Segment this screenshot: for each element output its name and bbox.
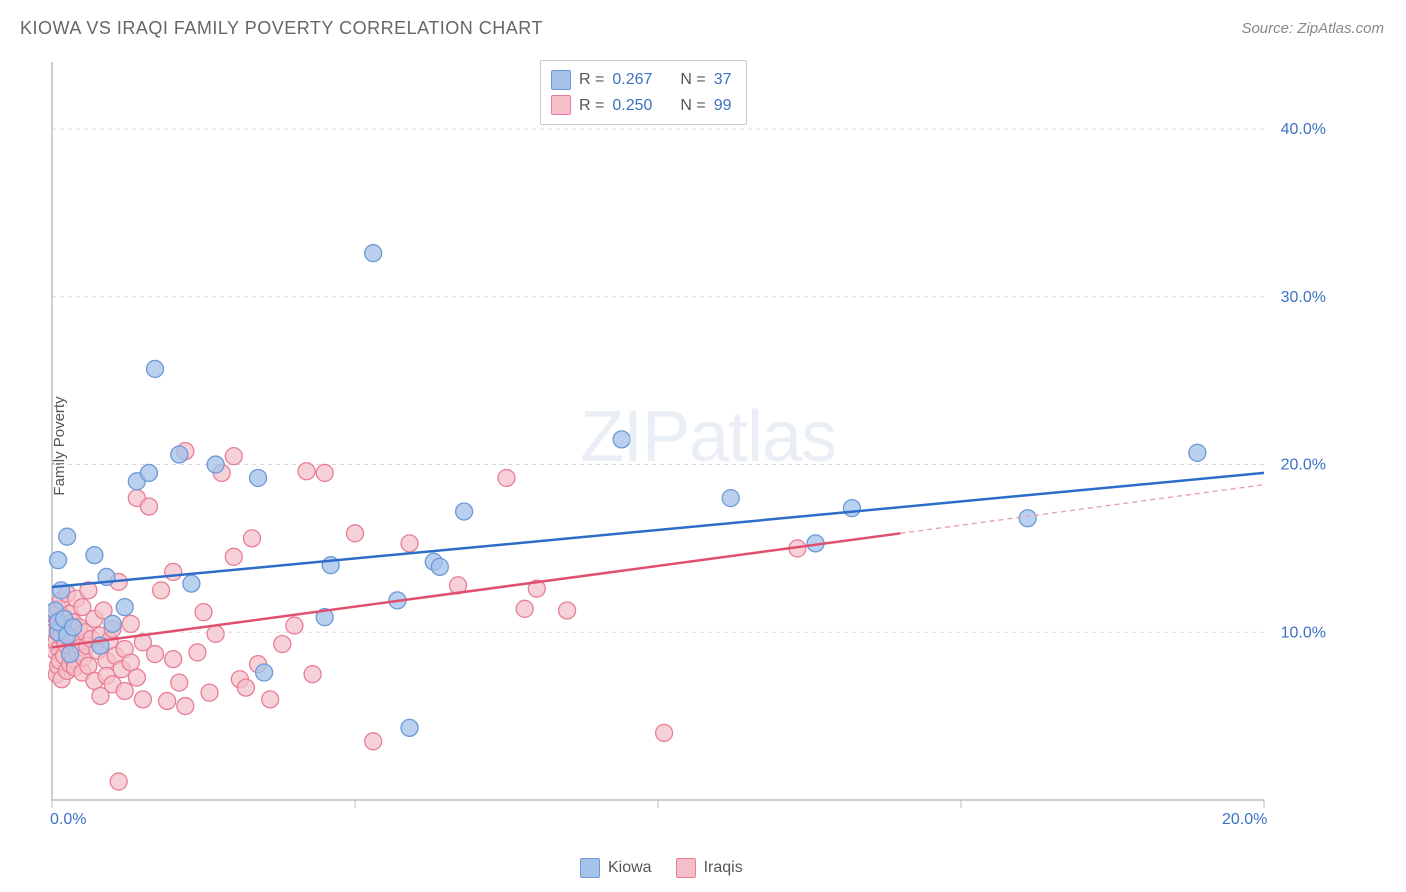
stats-legend: R = 0.267 N = 37 R = 0.250 N = 99	[540, 60, 747, 125]
bottom-legend-item: Kiowa	[580, 858, 652, 878]
bottom-legend: Kiowa Iraqis	[580, 858, 743, 878]
stat-n-value: 99	[714, 93, 732, 119]
svg-text:40.0%: 40.0%	[1281, 121, 1326, 138]
chart-source: Source: ZipAtlas.com	[1241, 20, 1384, 37]
stat-r-value: 0.267	[612, 67, 652, 93]
stat-r-label: R =	[579, 93, 604, 119]
stat-n-label: N =	[680, 93, 705, 119]
stat-n-label: N =	[680, 67, 705, 93]
chart-container: KIOWA VS IRAQI FAMILY POVERTY CORRELATIO…	[0, 0, 1406, 892]
bottom-legend-item: Iraqis	[676, 858, 743, 878]
stats-legend-row: R = 0.250 N = 99	[551, 93, 732, 119]
legend-label: Kiowa	[608, 859, 652, 877]
plot-area: 10.0% 20.0% 30.0% 40.0% 0.0% 20.0%	[48, 58, 1334, 828]
svg-text:20.0%: 20.0%	[1222, 811, 1267, 828]
stat-r-value: 0.250	[612, 93, 652, 119]
svg-text:30.0%: 30.0%	[1281, 289, 1326, 306]
legend-label: Iraqis	[704, 859, 743, 877]
legend-swatch	[676, 858, 696, 878]
legend-swatch	[551, 70, 571, 90]
legend-swatch	[551, 95, 571, 115]
svg-text:20.0%: 20.0%	[1281, 457, 1326, 474]
stats-legend-row: R = 0.267 N = 37	[551, 67, 732, 93]
stat-n-value: 37	[714, 67, 732, 93]
svg-text:0.0%: 0.0%	[50, 811, 86, 828]
chart-title: KIOWA VS IRAQI FAMILY POVERTY CORRELATIO…	[20, 18, 543, 39]
stat-r-label: R =	[579, 67, 604, 93]
scatter-plot-svg: 10.0% 20.0% 30.0% 40.0% 0.0% 20.0%	[48, 58, 1334, 828]
svg-text:10.0%: 10.0%	[1281, 624, 1326, 641]
legend-swatch	[580, 858, 600, 878]
